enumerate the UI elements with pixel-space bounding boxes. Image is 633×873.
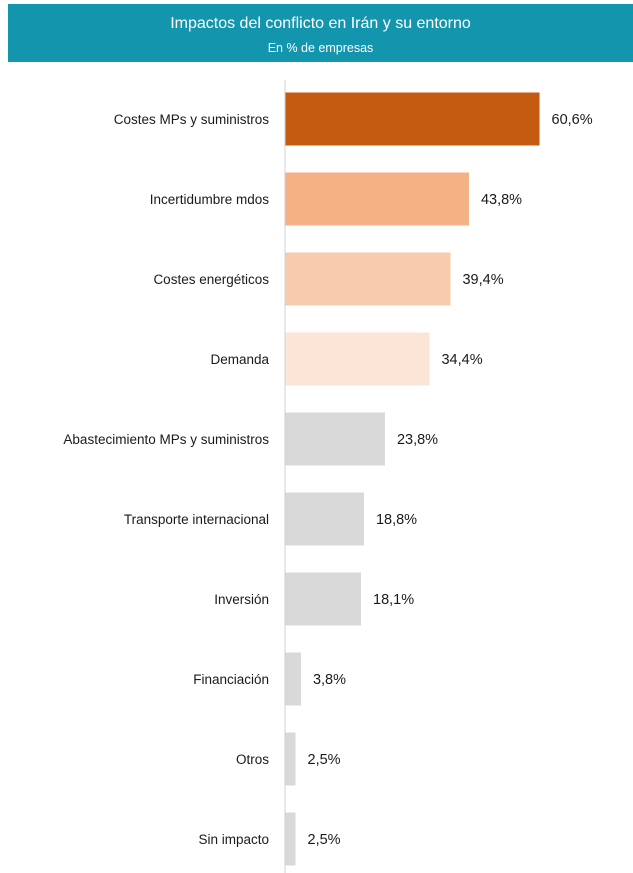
chart-title: Impactos del conflicto en Irán y su ento… (170, 15, 471, 32)
category-label: Demanda (210, 352, 269, 367)
bar-4 (285, 332, 430, 386)
value-label: 2,5% (308, 832, 341, 848)
category-label: Incertidumbre mdos (150, 192, 270, 207)
bars-group: Costes MPs y suministros 60,6% Incertidumb… (63, 92, 593, 866)
bar-7 (285, 572, 362, 626)
category-label: Inversión (214, 592, 269, 607)
bar-10 (285, 812, 296, 866)
value-label: 23,8% (397, 432, 438, 448)
chart-subtitle: En % de empresas (267, 41, 374, 55)
bar-2 (285, 172, 469, 226)
category-label: Transporte internacional (124, 512, 269, 527)
value-label: 39,4% (462, 272, 503, 288)
bar-5 (285, 412, 385, 466)
value-label: 18,1% (373, 592, 414, 608)
category-label: Sin impacto (198, 832, 269, 847)
bar-1 (285, 92, 540, 146)
value-label: 43,8% (481, 192, 522, 208)
category-label: Costes MPs y suministros (114, 112, 270, 127)
bar-3 (285, 252, 451, 306)
chart-header: Impactos del conflicto en Irán y su ento… (8, 4, 633, 62)
category-label: Otros (236, 752, 269, 767)
category-label: Abastecimiento MPs y suministros (63, 432, 269, 447)
category-label: Costes energéticos (153, 272, 269, 287)
bar-9 (285, 732, 296, 786)
bar-chart: Costes MPs y suministros 60,6% Incertidumb… (63, 80, 593, 873)
value-label: 60,6% (552, 112, 593, 128)
value-label: 2,5% (308, 752, 341, 768)
bar-6 (285, 492, 364, 546)
bar-8 (285, 652, 301, 706)
value-label: 34,4% (441, 352, 482, 368)
category-label: Financiación (193, 672, 269, 687)
value-label: 18,8% (376, 512, 417, 528)
value-label: 3,8% (313, 672, 346, 688)
